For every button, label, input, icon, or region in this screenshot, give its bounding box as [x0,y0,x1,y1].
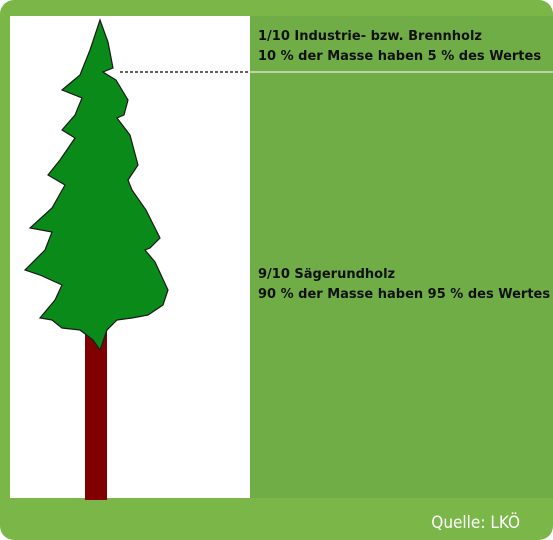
panel-text: 10 % der Masse haben 5 % des Wertes [258,49,541,64]
panel-title: 1/10 Industrie- bzw. Brennholz [258,29,482,44]
value-panel [250,16,553,498]
tree-trunk [85,330,107,500]
infographic: 1/10 Industrie- bzw. Brennholz 10 % der … [0,0,553,540]
panel-text: 90 % der Masse haben 95 % des Wertes [258,287,550,302]
source: Quelle: LKÖ [431,511,520,533]
panel-title: 9/10 Sägerundholz [258,267,395,282]
